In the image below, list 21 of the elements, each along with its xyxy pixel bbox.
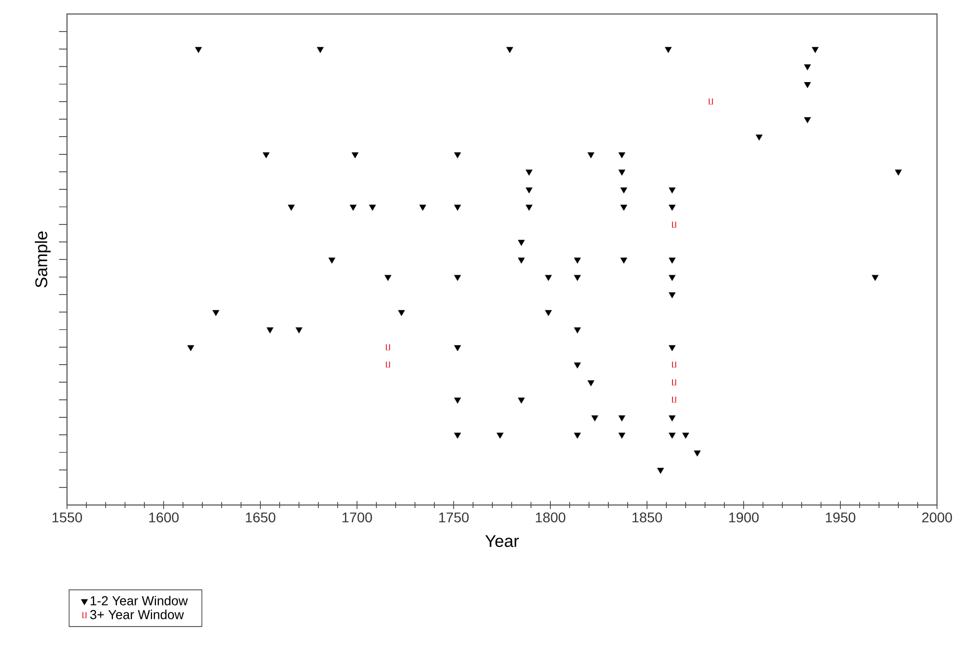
legend-label: 1-2 Year Window: [90, 596, 188, 606]
x-tick-label: 1800: [536, 512, 566, 522]
point: [672, 396, 676, 403]
x-tick-label: 1750: [439, 512, 469, 522]
x-tick-label: 1950: [826, 512, 856, 522]
x-tick-label: 1900: [729, 512, 759, 522]
point: [672, 379, 676, 386]
x-tick-label: 1550: [52, 512, 82, 522]
x-tick-label: 1600: [149, 512, 179, 522]
x-axis-title: Year: [485, 535, 519, 548]
point: [386, 344, 390, 350]
x-tick-label: 1650: [246, 512, 276, 522]
y-axis-title: Sample: [34, 232, 51, 288]
point: [386, 362, 390, 368]
legend-label: 3+ Year Window: [90, 610, 184, 620]
point: [672, 362, 676, 368]
x-tick-label: 1700: [342, 512, 372, 522]
x-tick-label: 2000: [922, 512, 952, 522]
x-tick-label: 1850: [632, 512, 662, 522]
point: [672, 222, 676, 228]
point: [708, 98, 713, 104]
